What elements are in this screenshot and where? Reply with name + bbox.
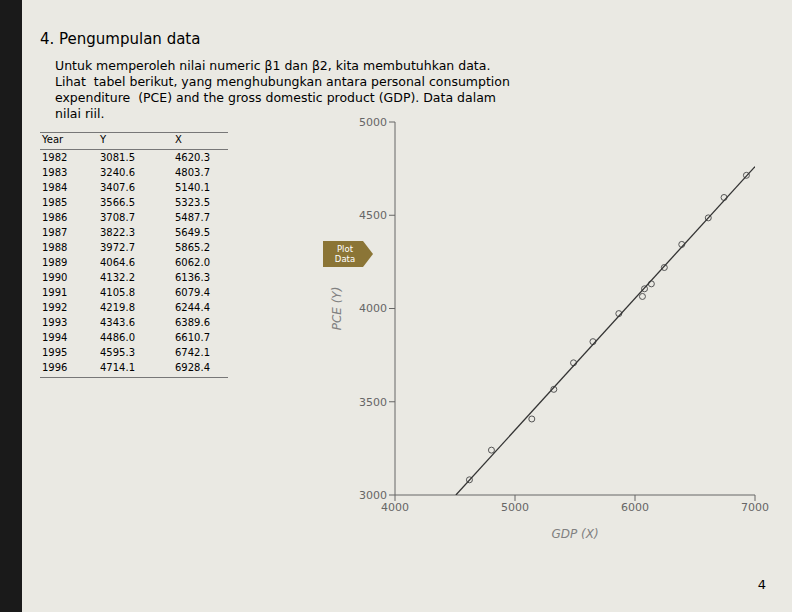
html-text:X: X <box>175 134 182 145</box>
html-text:1994: 1994 <box>42 332 68 343</box>
html-text:4343.6: 4343.6 <box>100 317 135 328</box>
html-text:1984: 1984 <box>42 182 68 193</box>
html-text:1987: 1987 <box>42 227 68 238</box>
html-text:4105.8: 4105.8 <box>100 287 135 298</box>
html-text:4803.7: 4803.7 <box>175 167 210 178</box>
html-text:1996: 1996 <box>42 362 68 373</box>
svg-text:3000: 3000 <box>359 489 387 502</box>
svg-text:4000: 4000 <box>381 501 409 514</box>
html-text:3081.5: 3081.5 <box>100 152 135 163</box>
html-text:4. Pengumpulan data: 4. Pengumpulan data <box>40 30 201 48</box>
html-text:1988: 1988 <box>42 242 68 253</box>
html-text:5140.1: 5140.1 <box>175 182 210 193</box>
html-text:4064.6: 4064.6 <box>100 257 135 268</box>
html-text:expenditure (PCE) and the gros: expenditure (PCE) and the gross domestic… <box>55 90 496 105</box>
html-text:6136.3: 6136.3 <box>175 272 210 283</box>
html-text:5649.5: 5649.5 <box>175 227 210 238</box>
svg-text:PCE (Y): PCE (Y) <box>330 287 344 331</box>
html-text:1986: 1986 <box>42 212 68 223</box>
html-text:Y: Y <box>100 134 107 145</box>
html-text:6742.1: 6742.1 <box>175 347 210 358</box>
svg-text:7000: 7000 <box>741 501 769 514</box>
svg-text:5000: 5000 <box>359 116 387 129</box>
html-text:6062.0: 6062.0 <box>175 257 210 268</box>
html-text:3407.6: 3407.6 <box>100 182 135 193</box>
html-text:1985: 1985 <box>42 197 68 208</box>
html-text:1992: 1992 <box>42 302 68 313</box>
svg-text:3500: 3500 <box>359 396 387 409</box>
html-text:Plot Data: Plot Data <box>334 244 356 264</box>
html-text:4714.1: 4714.1 <box>100 362 135 373</box>
html-text:5865.2: 5865.2 <box>175 242 210 253</box>
html-text:1993: 1993 <box>42 317 68 328</box>
html-text:3708.7: 3708.7 <box>100 212 135 223</box>
html-text:Lihat tabel berikut, yang meng: Lihat tabel berikut, yang menghubungkan … <box>55 74 510 89</box>
html-text:6389.6: 6389.6 <box>175 317 210 328</box>
html-text:6928.4: 6928.4 <box>175 362 210 373</box>
html-text:1990: 1990 <box>42 272 68 283</box>
html-text:3822.3: 3822.3 <box>100 227 135 238</box>
html-text:4132.2: 4132.2 <box>100 272 135 283</box>
html-text:3566.5: 3566.5 <box>100 197 135 208</box>
html-text:4595.3: 4595.3 <box>100 347 135 358</box>
html-text:3972.7: 3972.7 <box>100 242 135 253</box>
html-text:6244.4: 6244.4 <box>175 302 210 313</box>
html-text:Untuk memperoleh nilai numeric: Untuk memperoleh nilai numeric β1 dan β2… <box>55 58 491 73</box>
svg-text:GDP (X): GDP (X) <box>551 527 598 541</box>
html-text:4: 4 <box>757 577 767 592</box>
html-text:6610.7: 6610.7 <box>175 332 210 343</box>
html-text:Year: Year <box>42 134 64 145</box>
html-text:1982: 1982 <box>42 152 68 163</box>
html-text:1989: 1989 <box>42 257 68 268</box>
html-text:4219.8: 4219.8 <box>100 302 135 313</box>
html-text:6079.4: 6079.4 <box>175 287 210 298</box>
html-text:5487.7: 5487.7 <box>175 212 210 223</box>
svg-text:6000: 6000 <box>621 501 649 514</box>
svg-text:5000: 5000 <box>501 501 529 514</box>
html-text:3240.6: 3240.6 <box>100 167 135 178</box>
html-text:1995: 1995 <box>42 347 68 358</box>
html-text:5323.5: 5323.5 <box>175 197 210 208</box>
html-text:4620.3: 4620.3 <box>175 152 210 163</box>
html-text:4486.0: 4486.0 <box>100 332 135 343</box>
svg-text:4000: 4000 <box>359 302 387 315</box>
html-text:nilai riil.: nilai riil. <box>55 106 105 121</box>
html-text:1983: 1983 <box>42 167 68 178</box>
svg-text:4500: 4500 <box>359 209 387 222</box>
html-text:1991: 1991 <box>42 287 68 298</box>
